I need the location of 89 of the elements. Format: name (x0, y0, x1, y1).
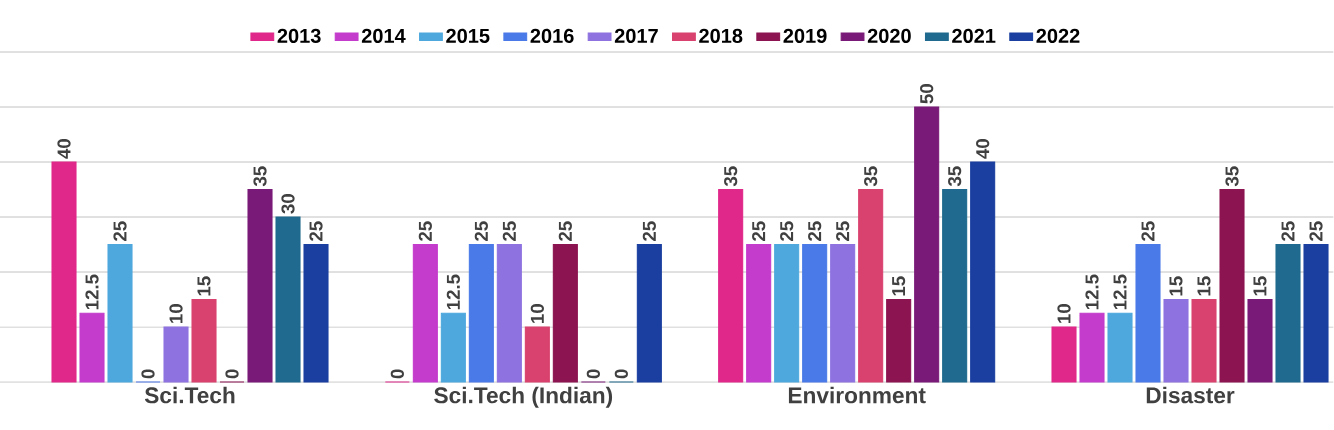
data-label: 50 (920, 84, 934, 104)
bar (79, 312, 105, 383)
bar (247, 188, 273, 383)
bar (468, 243, 494, 383)
bar (858, 188, 884, 383)
bar (275, 216, 301, 383)
bar (163, 326, 189, 383)
data-label: 25 (502, 221, 516, 241)
bar (1247, 298, 1273, 383)
data-label: 10 (1057, 304, 1071, 323)
data-label: 0 (225, 369, 239, 379)
bar (496, 243, 522, 383)
bar (1107, 312, 1133, 383)
data-label: 15 (197, 276, 211, 296)
bar (1191, 298, 1217, 383)
data-label: 25 (1309, 221, 1323, 241)
data-label: 10 (169, 304, 183, 323)
data-label: 35 (948, 166, 962, 187)
bar (440, 312, 466, 383)
data-label: 25 (642, 221, 656, 241)
bar (802, 243, 828, 383)
bar (774, 243, 800, 383)
data-label: 25 (113, 221, 127, 241)
bar (524, 326, 550, 383)
bar (51, 161, 77, 383)
legend-label: 2019 (783, 28, 827, 43)
data-label: 0 (614, 369, 628, 379)
legend-label: 2016 (530, 28, 574, 43)
legend-label: 2014 (361, 28, 406, 43)
data-label: 35 (1225, 166, 1239, 187)
bar (1163, 298, 1189, 383)
bar (191, 298, 217, 383)
bar (914, 106, 940, 383)
data-label: 25 (836, 221, 850, 241)
data-label: 15 (1169, 276, 1183, 296)
bar (1051, 326, 1077, 383)
bar (718, 188, 744, 383)
data-label: 12.5 (1085, 274, 1099, 310)
data-label: 25 (558, 221, 572, 241)
data-label: 40 (57, 139, 71, 159)
x-tick-label: Sci.Tech (Indian) (434, 386, 613, 408)
data-label: 15 (892, 276, 906, 296)
bar (552, 243, 578, 383)
data-label: 10 (530, 304, 544, 323)
legend-label: 2021 (952, 28, 996, 43)
bar (1135, 243, 1161, 383)
data-label: 35 (724, 166, 738, 187)
data-label: 25 (474, 221, 488, 241)
legend-label: 2013 (277, 28, 321, 43)
bar (303, 243, 329, 383)
legend-label: 2017 (614, 28, 658, 43)
data-label: 25 (418, 221, 432, 241)
bar (942, 188, 968, 383)
data-label: 0 (390, 369, 404, 379)
x-tick-label: Disaster (1146, 386, 1235, 404)
bar (1219, 188, 1245, 383)
data-label: 35 (864, 166, 878, 187)
data-label: 0 (586, 369, 600, 379)
bar (830, 243, 856, 383)
data-label: 35 (253, 166, 267, 187)
bar (970, 161, 996, 383)
bar (1275, 243, 1301, 383)
data-label: 40 (976, 139, 990, 159)
bar (1303, 243, 1329, 383)
bar (636, 243, 662, 383)
data-label: 12.5 (85, 274, 99, 310)
data-label: 15 (1197, 276, 1211, 296)
data-label: 30 (281, 194, 295, 214)
bar (746, 243, 772, 383)
legend-label: 2018 (699, 28, 743, 43)
legend-label: 2015 (446, 28, 490, 43)
bar (886, 298, 912, 383)
data-label: 12.5 (446, 274, 460, 310)
data-label: 25 (1141, 221, 1155, 241)
data-label: 25 (309, 221, 323, 241)
legend-label: 2022 (1036, 28, 1080, 43)
bar (107, 243, 133, 383)
bar (1079, 312, 1105, 383)
data-label: 25 (1281, 221, 1295, 241)
bar (412, 243, 438, 383)
x-tick-label: Environment (788, 386, 926, 404)
legend-label: 2020 (867, 28, 911, 43)
data-label: 12.5 (1113, 274, 1127, 310)
data-label: 15 (1253, 276, 1267, 296)
data-label: 25 (752, 221, 766, 241)
data-label: 25 (780, 221, 794, 241)
data-label: 25 (808, 221, 822, 241)
x-tick-label: Sci.Tech (144, 386, 235, 404)
data-label: 0 (141, 369, 155, 379)
